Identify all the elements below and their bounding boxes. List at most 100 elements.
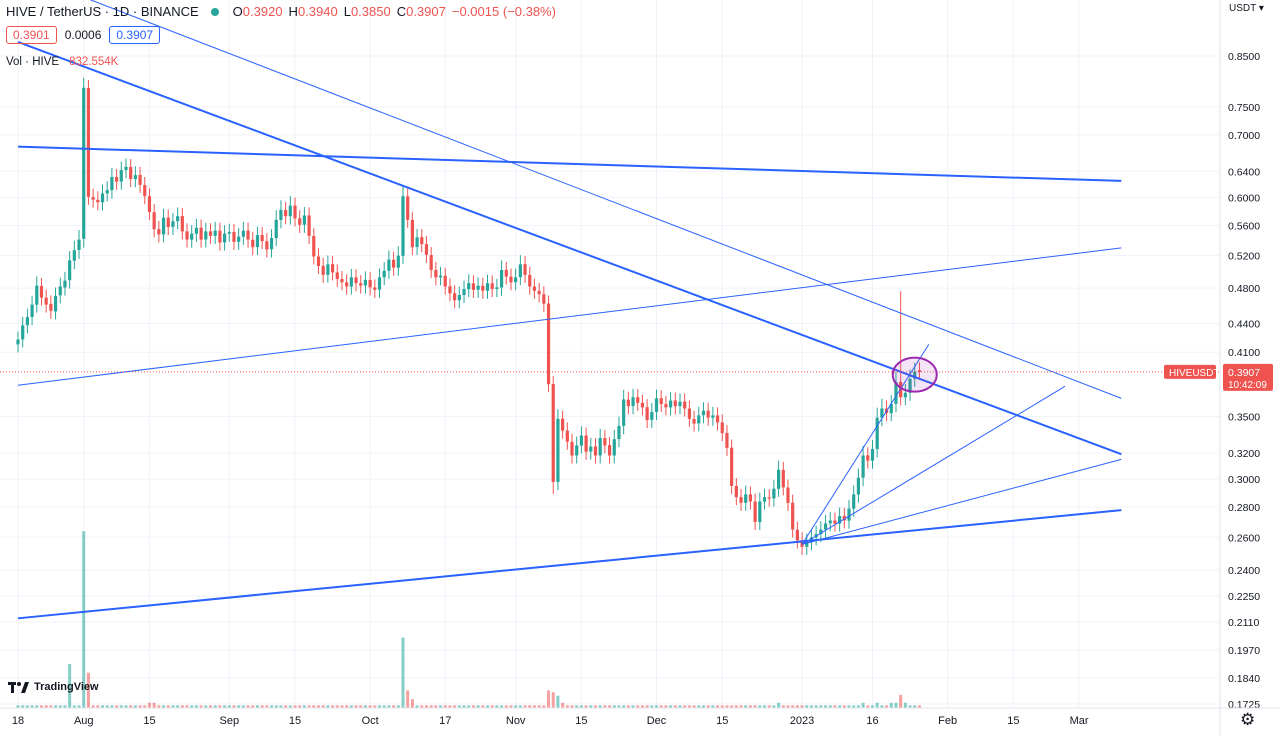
volume-bar [547, 690, 551, 708]
candle-body [58, 286, 62, 296]
candle-body [91, 197, 95, 200]
symbol-title[interactable]: HIVE / TetherUS · 1D · BINANCE [6, 4, 199, 19]
trendline-descending-resistance-main[interactable] [17, 40, 1122, 456]
volume-bar [584, 705, 588, 708]
volume-bar [396, 705, 400, 708]
volume-bar [86, 672, 90, 708]
gear-icon[interactable]: ⚙ [1240, 710, 1256, 729]
price-tick-label: 0.3500 [1228, 412, 1260, 424]
symbol-legend[interactable]: HIVE / TetherUS · 1D · BINANCE O 0.3920 H… [6, 4, 562, 19]
candle-body [457, 295, 461, 301]
trendline-descending-channel-top[interactable] [65, 0, 1122, 399]
market-status-icon[interactable] [210, 7, 219, 16]
volume-bar [434, 705, 438, 708]
volume-bar [683, 705, 687, 708]
high-value: 0.3940 [297, 4, 338, 19]
candle-body [880, 408, 884, 418]
candle-body [715, 415, 720, 423]
volume-legend[interactable]: Vol · HIVE 832.554K [6, 56, 118, 68]
volume-bar [861, 702, 865, 708]
candle-body [847, 508, 851, 521]
candle-body [481, 285, 485, 291]
candle-body [504, 269, 508, 277]
candle-body [579, 435, 583, 446]
trendline-layer[interactable] [17, 0, 1122, 620]
volume-bar [54, 705, 58, 708]
volume-bar [575, 705, 579, 708]
trendline-horizontal-resistance[interactable] [17, 145, 1122, 182]
volume-bar [49, 705, 53, 708]
price-axis[interactable]: 0.8500 0.7500 0.7000 0.6400 0.6000 0.5600 0.52… [1164, 0, 1273, 736]
bid-price-button[interactable]: 0.3901 [6, 26, 57, 44]
candle-body [176, 216, 180, 222]
volume-bar [781, 705, 785, 708]
candle-body [21, 325, 25, 340]
candle-body [345, 282, 349, 287]
volume-bar [401, 637, 405, 708]
candle-body [274, 219, 278, 239]
volume-bar [279, 705, 283, 708]
candle-body [711, 415, 715, 418]
candle-body [584, 435, 588, 452]
quote-legend: 0.3901 0.0006 0.3907 [6, 26, 161, 44]
volume-bar [457, 705, 461, 708]
candle-body [72, 250, 76, 261]
trendline-rising-support-main[interactable] [17, 509, 1122, 620]
candle-body [138, 174, 142, 185]
candle-body [838, 515, 842, 524]
candle-body [542, 294, 546, 304]
volume-label: Vol · HIVE [6, 56, 60, 68]
candle-body [199, 227, 203, 240]
volume-bar [476, 705, 480, 708]
candle-body [222, 233, 227, 243]
volume-bar [542, 705, 546, 708]
candle-body [133, 175, 137, 180]
candle-body [453, 293, 457, 301]
tradingview-logo[interactable]: TradingView [8, 680, 99, 694]
candle-body [692, 419, 696, 424]
candle-layer [16, 77, 922, 555]
overlay-layer [0, 356, 1220, 393]
candle-body [260, 234, 264, 242]
volume-bar [129, 705, 133, 708]
currency-selector[interactable]: USDT ▾ [1229, 3, 1264, 14]
volume-bar [570, 705, 574, 708]
volume-bar [734, 705, 738, 708]
candle-body [593, 446, 598, 456]
volume-bar [448, 705, 452, 708]
candle-body [612, 439, 616, 456]
price-tick-label: 0.4100 [1228, 347, 1260, 359]
volume-bar [96, 705, 100, 708]
volume-bar [115, 705, 119, 708]
trendline-fan-line-steep[interactable] [801, 344, 930, 545]
time-axis[interactable]: 18 Aug 15 Sep 15 Oct 17 Nov 15 Dec 15 2023 16 Feb 15 Ma… [0, 707, 1280, 727]
candle-body [114, 177, 119, 182]
candle-body [758, 501, 762, 523]
open-value: 0.3920 [242, 4, 283, 19]
volume-bar [208, 705, 212, 708]
volume-bar [298, 705, 302, 708]
candle-body [307, 215, 311, 236]
volume-bar [223, 705, 227, 708]
candle-body [805, 542, 809, 547]
volume-bar [523, 705, 527, 708]
trendline-fan-line-shallow[interactable] [801, 458, 1122, 545]
candle-body [171, 221, 175, 227]
volume-bar [589, 705, 593, 708]
candle-body [875, 417, 879, 449]
time-tick-label: Oct [362, 715, 379, 727]
current-price-tag[interactable] [1223, 363, 1273, 391]
trendline-rising-mid-trendline[interactable] [17, 247, 1122, 386]
time-tick-label: Sep [219, 715, 239, 727]
ask-price-button[interactable]: 0.3907 [109, 26, 161, 44]
candle-body [706, 410, 710, 418]
volume-bar [551, 692, 555, 708]
candle-body [410, 219, 414, 248]
volume-bar [274, 705, 278, 708]
time-tick-label: Aug [74, 715, 94, 727]
price-tick-label: 0.2800 [1228, 502, 1260, 514]
trendline-fan-line-mid[interactable] [801, 385, 1066, 545]
volume-bar [190, 705, 194, 708]
